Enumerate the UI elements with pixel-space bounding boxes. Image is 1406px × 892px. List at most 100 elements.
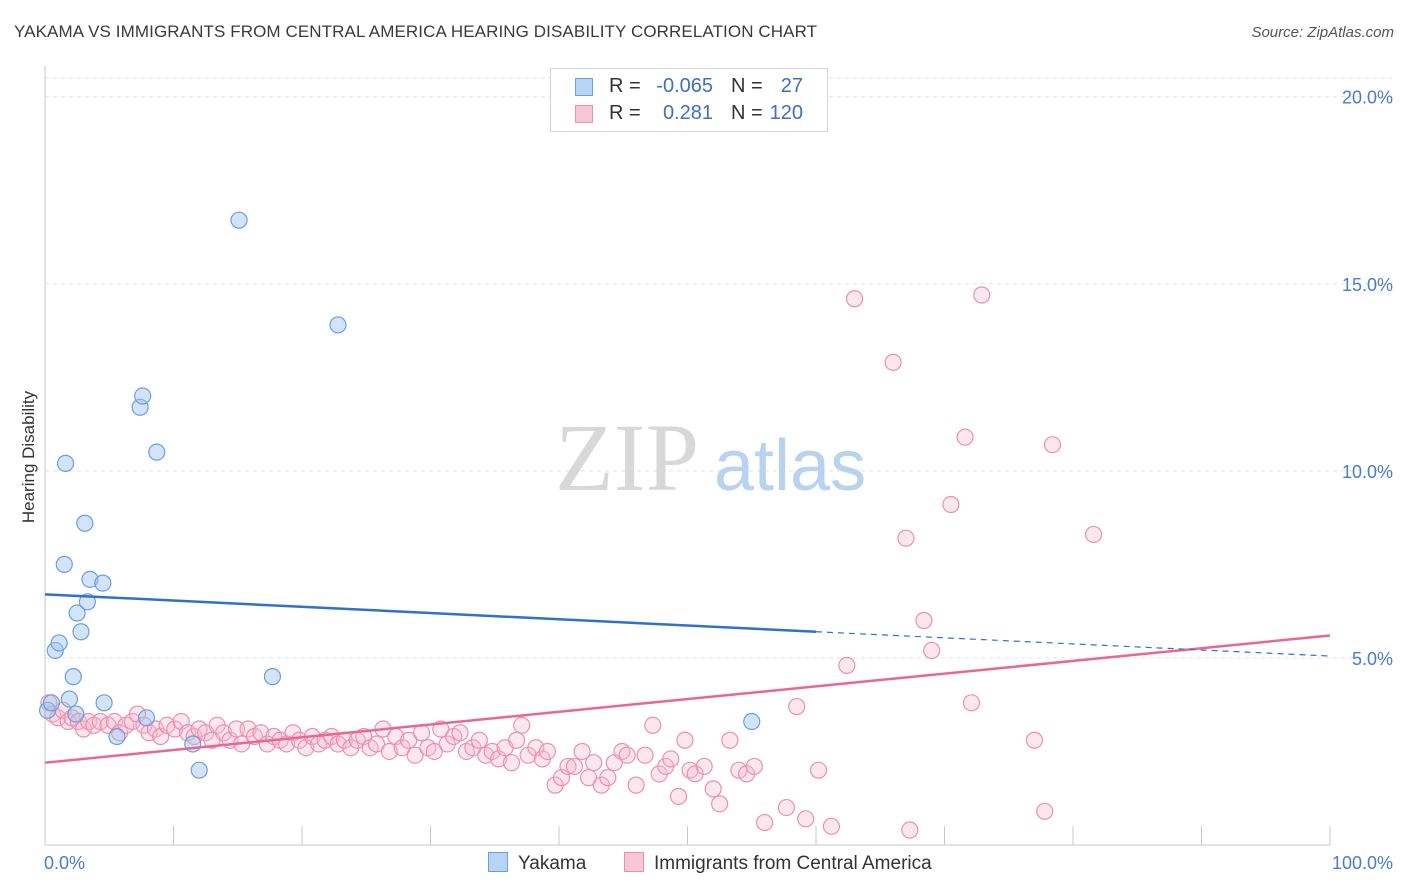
immigrants-point (599, 769, 617, 787)
series-legend-immigrants: Immigrants from Central America (624, 852, 932, 875)
series-swatch-yakama (488, 852, 508, 872)
legend-row-immigrants: R = 0.281 N = 120 (551, 102, 827, 128)
yakama-point (56, 454, 75, 472)
chart-source: Source: ZipAtlas.com (1251, 24, 1394, 41)
immigrants-point (1084, 525, 1103, 544)
y-tick-label: 10.0% (1342, 462, 1393, 482)
legend-row-yakama: R = -0.065 N = 27 (551, 75, 827, 101)
x-tick-label: 0.0% (44, 853, 85, 873)
yakama-point (68, 604, 86, 622)
immigrants-point (704, 780, 722, 798)
immigrants-point (513, 716, 531, 734)
legend-n-value: 27 (780, 75, 803, 97)
immigrants-point (644, 716, 662, 734)
immigrants-point (777, 798, 796, 817)
immigrants-point (573, 742, 591, 761)
immigrants-point (962, 694, 981, 712)
immigrants-point (636, 746, 654, 764)
immigrants-point (627, 776, 645, 794)
immigrants-point (1043, 436, 1062, 454)
immigrants-point (942, 495, 960, 514)
yakama-point (137, 709, 156, 727)
series-name-immigrants: Immigrants from Central America (654, 853, 932, 874)
legend-r-value: -0.065 (656, 75, 713, 97)
legend-swatch-immigrants (575, 105, 593, 123)
immigrants-point (1025, 731, 1044, 749)
y-tick-label: 20.0% (1342, 88, 1393, 108)
immigrants-point (400, 731, 418, 749)
yakama-point (94, 574, 112, 592)
immigrants-point (579, 769, 598, 787)
immigrants-point (406, 746, 424, 764)
x-tick-label: 100.0% (1332, 853, 1393, 873)
legend-r-label: R = (609, 75, 641, 97)
series-legend-yakama: Yakama (488, 852, 586, 875)
yakama-point (230, 211, 248, 229)
immigrants-point (838, 656, 856, 675)
immigrants-point (451, 724, 469, 742)
yakama-point (134, 387, 152, 405)
immigrants-point (721, 731, 739, 749)
immigrants-point (845, 290, 864, 308)
immigrants-point (788, 697, 806, 716)
grid-lines (45, 77, 1392, 659)
yakama-point (55, 555, 73, 573)
yakama-point (108, 727, 126, 746)
immigrants-point (618, 746, 636, 764)
immigrants-point (1036, 802, 1054, 820)
yakama-point (95, 694, 113, 712)
trend-lines (44, 593, 1331, 764)
immigrants-point (897, 529, 915, 547)
immigrants-point (662, 750, 680, 768)
immigrants-point (822, 817, 841, 835)
immigrants-point (745, 757, 763, 776)
immigrants-point (797, 810, 815, 828)
immigrants-point (973, 286, 991, 304)
watermark-atlas: atlas (714, 426, 866, 506)
immigrants-point (367, 735, 386, 753)
series-name-yakama: Yakama (518, 853, 587, 874)
chart-title: YAKAMA VS IMMIGRANTS FROM CENTRAL AMERIC… (14, 22, 818, 41)
immigrants-point (901, 821, 919, 839)
correlation-legend: R = -0.065 N = 27 R = 0.281 N = 120 (550, 68, 828, 132)
yakama-points (38, 211, 761, 779)
legend-r-label: R = (609, 102, 641, 124)
yakama-point (64, 668, 82, 686)
yakama-point (60, 690, 79, 708)
immigrants-point (923, 641, 941, 660)
yakama-point (263, 668, 282, 686)
immigrants-point (507, 731, 526, 749)
yakama-point (72, 623, 90, 641)
yakama-point (131, 398, 149, 416)
immigrants-point (669, 787, 688, 805)
immigrants-point (502, 754, 521, 772)
yakama-trend-extension (815, 631, 1331, 657)
immigrants-points (40, 286, 1103, 839)
watermark-zip: ZIP (555, 404, 699, 511)
legend-swatch-yakama (575, 78, 593, 96)
immigrants-point (538, 742, 557, 761)
immigrants-trend-line (44, 634, 1331, 764)
yakama-trend-line (44, 593, 817, 633)
yakama-point (67, 705, 85, 723)
immigrants-point (676, 731, 694, 749)
series-swatch-immigrants (624, 852, 644, 872)
yakama-point (42, 694, 61, 712)
yakama-point (190, 761, 208, 779)
legend-n-value: 120 (769, 102, 803, 124)
immigrants-point (755, 813, 774, 832)
yakama-point (743, 712, 761, 731)
immigrants-point (559, 757, 577, 776)
yakama-point (81, 570, 99, 588)
yakama-point (76, 514, 94, 532)
legend-r-value: 0.281 (662, 102, 713, 124)
yakama-point (50, 634, 68, 652)
immigrants-point (711, 795, 729, 813)
immigrants-point (956, 428, 974, 446)
y-tick-label: 15.0% (1342, 275, 1393, 295)
immigrants-point (585, 754, 603, 772)
legend-n-label: N = (731, 102, 763, 124)
yakama-point (329, 316, 347, 334)
immigrants-point (470, 731, 488, 749)
